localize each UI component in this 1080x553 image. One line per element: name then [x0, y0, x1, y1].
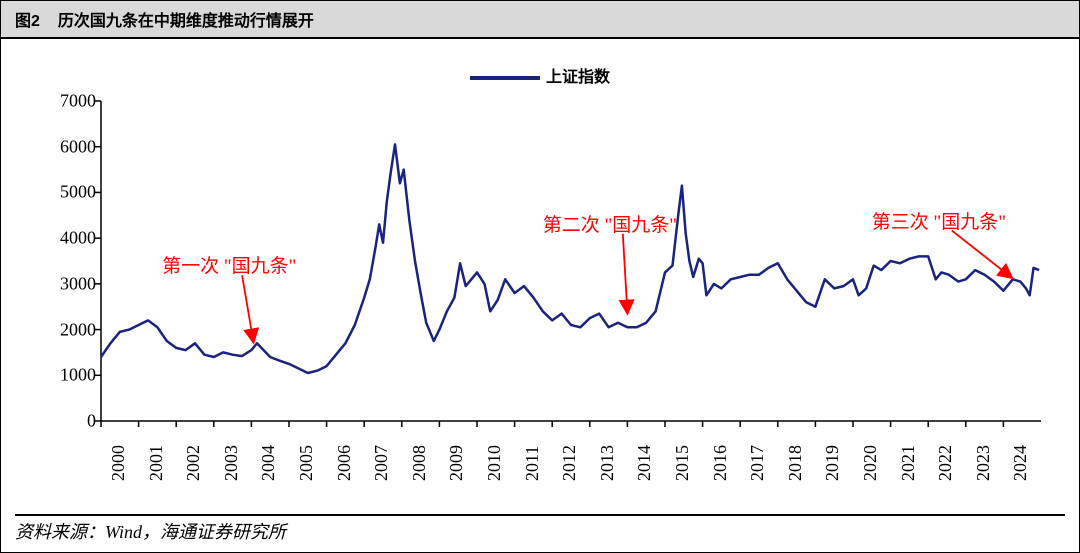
x-tick-label: 2002 [183, 445, 204, 481]
figure-container: 图2 历次国九条在中期维度推动行情展开 上证指数 0 1000 2000 3000 400… [0, 0, 1080, 553]
x-tick-label: 2004 [258, 445, 279, 481]
y-tick-label: 1000 [60, 365, 96, 386]
x-tick-label: 2007 [371, 445, 392, 481]
figure-title-bar: 图2 历次国九条在中期维度推动行情展开 [1, 1, 1079, 39]
x-tick-label: 2023 [973, 445, 994, 481]
legend-text: 上证指数 [546, 69, 610, 86]
x-tick-label: 2005 [296, 445, 317, 481]
y-tick-label: 5000 [60, 182, 96, 203]
x-tick-label: 2003 [221, 445, 242, 481]
chart-annotation: 第三次 "国九条" [872, 207, 1006, 234]
y-tick-label: 2000 [60, 319, 96, 340]
x-tick-label: 2012 [559, 445, 580, 481]
legend-line-swatch [470, 76, 540, 80]
x-tick-label: 2008 [409, 445, 430, 481]
x-tick-label: 2001 [146, 445, 167, 481]
x-tick-label: 2010 [484, 445, 505, 481]
x-tick-label: 2015 [672, 445, 693, 481]
y-axis-labels: 01000200030004000500060007000 [41, 101, 96, 421]
chart-annotation: 第二次 "国九条" [543, 210, 677, 237]
x-tick-label: 2009 [446, 445, 467, 481]
y-tick-label: 3000 [60, 273, 96, 294]
x-tick-label: 2020 [860, 445, 881, 481]
chart-annotation: 第一次 "国九条" [162, 251, 296, 278]
chart-legend: 上证指数 [470, 63, 610, 87]
x-tick-label: 2011 [522, 446, 543, 481]
y-tick-label: 0 [87, 411, 96, 432]
x-tick-label: 2013 [597, 445, 618, 481]
x-tick-label: 2000 [108, 445, 129, 481]
x-tick-label: 2022 [935, 445, 956, 481]
y-tick-label: 7000 [60, 91, 96, 112]
x-tick-label: 2006 [334, 445, 355, 481]
x-tick-label: 2024 [1010, 445, 1031, 481]
x-tick-label: 2017 [747, 445, 768, 481]
x-tick-label: 2018 [785, 445, 806, 481]
y-tick-label: 6000 [60, 136, 96, 157]
figure-label: 图2 [15, 13, 40, 30]
y-tick-label: 4000 [60, 228, 96, 249]
x-tick-label: 2021 [898, 445, 919, 481]
source-text: 资料来源：Wind，海通证券研究所 [15, 518, 286, 544]
x-tick-label: 2019 [822, 445, 843, 481]
source-divider [15, 514, 1065, 516]
x-axis-labels: 2000 2001 2002 2003 2004 2005 2006 2007 2008 2009… [101, 429, 1041, 499]
figure-title: 历次国九条在中期维度推动行情展开 [58, 13, 314, 30]
x-tick-label: 2014 [634, 445, 655, 481]
x-tick-label: 2016 [710, 445, 731, 481]
